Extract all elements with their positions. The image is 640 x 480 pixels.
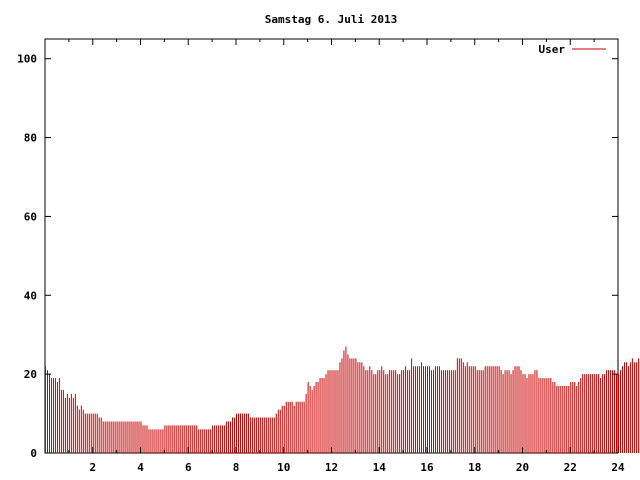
x-tick-label: 14 <box>373 461 387 474</box>
bar-series <box>45 346 640 453</box>
x-tick-label: 20 <box>516 461 529 474</box>
chart-title: Samstag 6. Juli 2013 <box>265 13 397 26</box>
x-tick-label: 2 <box>89 461 96 474</box>
x-tick-label: 16 <box>420 461 434 474</box>
y-tick-label: 20 <box>24 368 37 381</box>
x-tick-label: 10 <box>277 461 290 474</box>
x-tick-label: 6 <box>185 461 192 474</box>
x-tick-label: 12 <box>325 461 338 474</box>
y-tick-label: 60 <box>24 210 37 223</box>
y-tick-label: 80 <box>24 132 37 145</box>
y-axis: 0 20 40 60 80 100 <box>17 53 618 460</box>
x-tick-label: 18 <box>468 461 481 474</box>
y-tick-label: 100 <box>17 53 37 66</box>
x-tick-label: 4 <box>137 461 144 474</box>
x-axis: 2 4 6 8 10 12 14 16 18 20 22 24 <box>68 39 625 474</box>
x-tick-label: 24 <box>611 461 625 474</box>
y-tick-label: 40 <box>24 289 37 302</box>
legend: User <box>539 43 606 56</box>
x-tick-label: 8 <box>233 461 240 474</box>
x-tick-label: 22 <box>564 461 577 474</box>
y-tick-label: 0 <box>30 447 37 460</box>
legend-label-user: User <box>539 43 566 56</box>
